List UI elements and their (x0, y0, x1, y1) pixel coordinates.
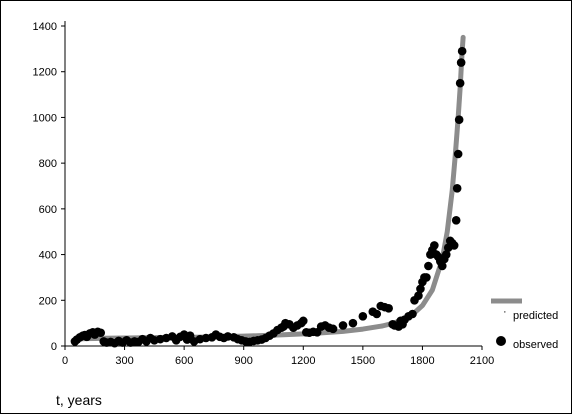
plot-area (70, 34, 467, 348)
y-ticks: 0 200 400 600 800 1000 1200 1400 (33, 21, 65, 353)
legend: · predicted observed (491, 298, 558, 351)
observed-point (422, 273, 431, 282)
observed-point (414, 291, 423, 301)
y-tick-label: 400 (39, 250, 57, 262)
observed-point (441, 250, 451, 259)
observed-point (455, 78, 465, 88)
observed-point (384, 303, 393, 313)
observed-point (348, 318, 358, 328)
observed-point (424, 261, 433, 271)
y-tick-label: 1400 (33, 21, 57, 33)
x-tick-label: 2100 (470, 355, 494, 367)
observed-series-points (70, 46, 467, 348)
observed-point (457, 46, 467, 56)
legend-observed-label: observed (513, 339, 558, 351)
observed-point (454, 115, 464, 125)
x-tick-label: 300 (115, 355, 133, 367)
observed-point (453, 149, 463, 159)
y-tick-label: 1000 (33, 112, 57, 124)
observed-point (456, 58, 466, 67)
observed-point (96, 328, 106, 338)
observed-point (408, 309, 417, 319)
y-tick-label: 200 (39, 295, 57, 307)
x-tick-label: 1200 (291, 355, 315, 367)
observed-point (452, 183, 462, 193)
y-tick-label: 1200 (33, 67, 57, 79)
observed-point (372, 309, 382, 319)
observed-point (298, 316, 308, 326)
legend-observed-marker (496, 336, 506, 346)
observed-point (437, 261, 447, 271)
x-tick-label: 600 (175, 355, 193, 367)
x-ticks: 0 300 600 900 1200 1500 1800 2100 (62, 346, 494, 367)
x-axis-title: t, years (56, 392, 102, 408)
y-tick-label: 800 (39, 158, 57, 170)
observed-point (416, 284, 425, 294)
y-tick-label: 0 (51, 341, 57, 353)
legend-predicted-dot: · (503, 306, 507, 318)
legend-predicted-label: predicted (513, 310, 558, 322)
x-tick-label: 0 (62, 355, 68, 367)
predicted-series-line (72, 34, 466, 342)
observed-point (338, 321, 348, 330)
observed-point (451, 215, 461, 225)
observed-point (430, 241, 439, 250)
y-tick-label: 600 (39, 204, 57, 216)
x-tick-label: 1800 (410, 355, 434, 367)
observed-point (449, 241, 459, 250)
axes: 0 300 600 900 1200 1500 1800 2100 0 200 400 600 800… (33, 21, 494, 367)
x-tick-label: 1500 (351, 355, 375, 367)
observed-point (358, 311, 368, 321)
x-tick-label: 900 (235, 355, 253, 367)
observed-point (328, 324, 338, 334)
